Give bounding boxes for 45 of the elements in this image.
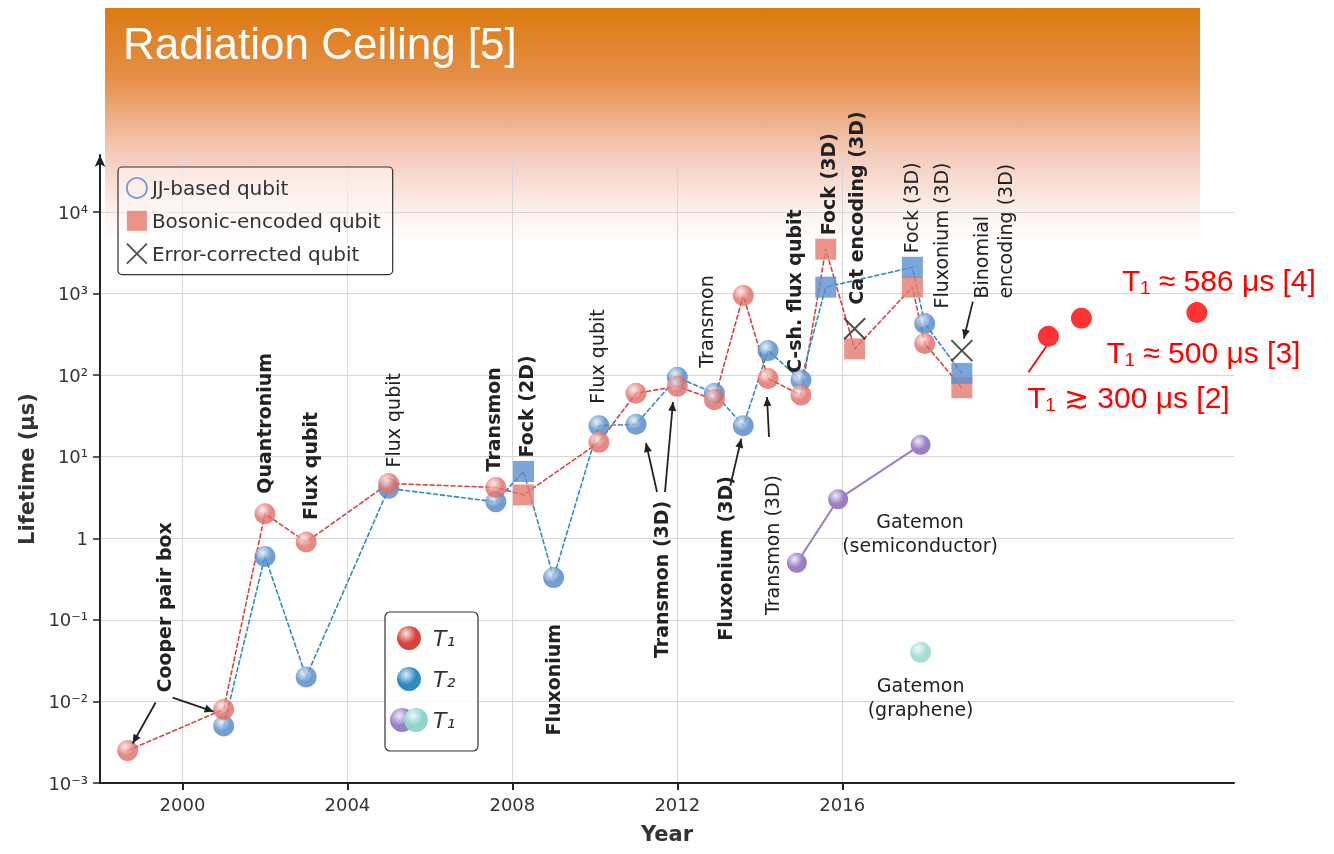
annotation: Flux qubit	[585, 309, 608, 404]
annotation: Transmon (3D)	[761, 475, 783, 616]
legend-label: T₂	[433, 666, 456, 692]
y-tick-label: 10⁴	[57, 201, 88, 223]
y-tick-label: 10⁻²	[48, 690, 88, 712]
annotation: Gatemon (semiconductor)	[842, 510, 998, 556]
annotation: Quantronium	[252, 352, 275, 494]
x-tick-label: 2008	[489, 793, 536, 815]
y-tick-label: 10⁻³	[48, 772, 88, 794]
annotation: Flux qubit	[299, 411, 322, 521]
legend-label: Bosonic-encoded qubit	[151, 208, 381, 233]
y-axis-title: Lifetime (μs)	[14, 393, 39, 545]
annotation: C-sh. flux qubit	[783, 209, 806, 374]
annotation: Fock (3D)	[900, 162, 923, 254]
y-tick-label: 10³	[57, 283, 88, 305]
x-tick-label: 2004	[324, 793, 371, 815]
annotation: Fluxonium	[541, 623, 564, 736]
annotation: Fock (3D)	[816, 133, 839, 236]
annotation: T₁ ≈ 500 μs [3]	[1106, 335, 1301, 369]
annotation: Fock (2D)	[515, 355, 538, 458]
legend-label: T₁	[433, 707, 456, 733]
x-tick-label: 2012	[654, 793, 701, 815]
chart-title: Radiation Ceiling [5]	[123, 18, 517, 68]
annotation: Fluxonium (3D)	[929, 162, 952, 309]
y-tick-label: 1	[76, 527, 88, 549]
legend-label: JJ-based qubit	[149, 175, 289, 200]
annotation: Fluxonium (3D)	[714, 476, 737, 641]
legend-label: T₁	[433, 625, 456, 651]
x-tick-label: 2016	[819, 793, 866, 815]
legend-label: Error-corrected qubit	[151, 241, 360, 266]
y-tick-label: 10²	[57, 364, 88, 386]
annotation: Flux qubit	[381, 373, 404, 468]
x-axis-title: Year	[639, 821, 694, 846]
annotation: T₁ ≳ 300 μs [2]	[1027, 380, 1230, 414]
annotation: Binomial encoding (3D)	[969, 163, 1016, 299]
y-tick-label: 10¹	[57, 446, 88, 468]
x-tick-label: 2000	[159, 793, 206, 815]
annotation: T₁ ≈ 586 μs [4]	[1121, 264, 1316, 298]
annotation: Transmon (3D)	[650, 500, 672, 658]
annotation: Cat encoding (3D)	[844, 111, 867, 305]
y-tick-label: 10⁻¹	[48, 609, 88, 631]
annotation: Transmon	[695, 275, 718, 369]
annotation: Gatemon (graphene)	[867, 674, 974, 721]
annotation: Transmon	[481, 367, 504, 472]
annotation: Cooper pair box	[152, 522, 175, 693]
